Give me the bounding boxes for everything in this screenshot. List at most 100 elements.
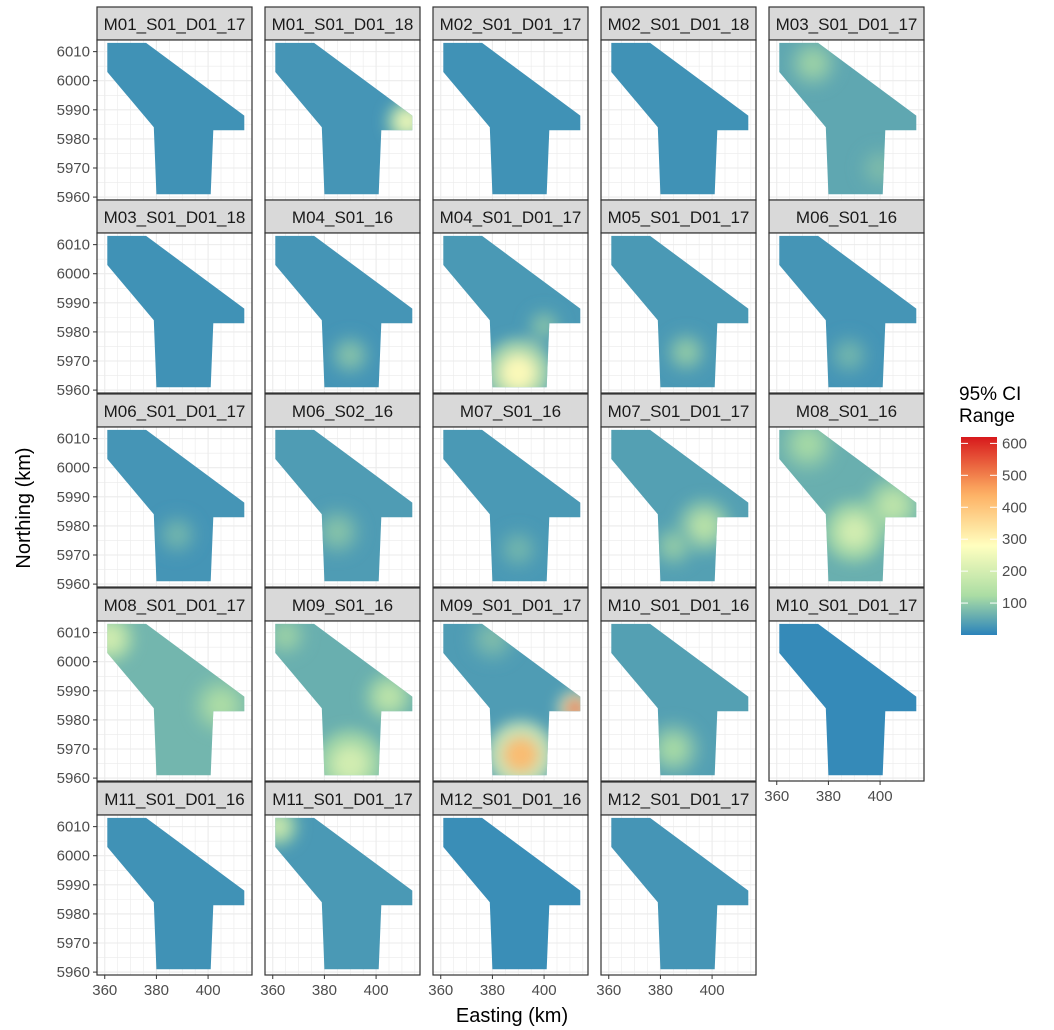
x-tick-label: 380 — [648, 982, 673, 999]
x-tick-label: 360 — [428, 982, 453, 999]
facet-panel: M12_S01_D01_17 360 380 400 — [596, 781, 757, 999]
facet-strip-label: M01_S01_D01_17 — [104, 15, 246, 34]
x-axis-title: Easting (km) — [456, 1005, 568, 1027]
legend-tick-label: 600 — [1002, 435, 1027, 452]
legend-tick: 400 — [961, 499, 1027, 516]
y-tick-label: 6000 — [57, 654, 90, 671]
y-axis: 5960 5970 5980 5990 6000 6010 — [57, 44, 97, 206]
y-axis-title: Northing (km) — [13, 447, 35, 568]
facet-panel: M02_S01_D01_18 — [600, 6, 757, 201]
heatmap-hotspot — [324, 519, 350, 545]
facet-strip-label: M11_S01_D01_17 — [272, 790, 413, 809]
facet-panel: M09_S01_D01_17 — [432, 587, 589, 782]
legend-title-line-1: 95% CI — [959, 384, 1021, 405]
y-tick-label: 5960 — [57, 770, 90, 787]
x-axis: 360 380 400 — [92, 975, 221, 999]
heatmap-hotspot — [675, 341, 698, 364]
facet-strip-label: M05_S01_D01_17 — [608, 208, 750, 227]
heatmap-hotspot — [535, 317, 554, 336]
y-tick-label: 5970 — [57, 741, 90, 758]
facet-strip-label: M02_S01_D01_17 — [440, 15, 582, 34]
panel-border — [432, 814, 589, 976]
y-tick-label: 6000 — [57, 266, 90, 283]
x-tick-label: 360 — [260, 982, 285, 999]
y-axis: 5960 5970 5980 5990 6000 6010 — [57, 819, 97, 981]
heatmap-hotspot — [332, 745, 369, 776]
heatmap-hotspot — [275, 817, 289, 838]
y-tick-label: 5960 — [57, 576, 90, 593]
facet-strip-label: M06_S01_D01_17 — [104, 402, 246, 421]
facet-panel: M04_S01_D01_17 — [432, 199, 589, 394]
facet-panel: M05_S01_D01_17 — [600, 199, 757, 394]
heatmap-hotspot — [878, 491, 908, 521]
facet-strip-label: M09_S01_16 — [292, 596, 393, 615]
y-tick-label: 5990 — [57, 683, 90, 700]
facet-strip — [768, 6, 925, 41]
heatmap-hotspot — [689, 511, 719, 541]
x-tick-label: 360 — [596, 982, 621, 999]
heatmap-hotspot — [502, 736, 539, 773]
facet-panel: M07_S01_16 — [432, 393, 589, 588]
heatmap-hotspots — [313, 508, 361, 556]
facet-strip-label: M08_S01_D01_17 — [104, 596, 246, 615]
heatmap-hotspots — [156, 514, 198, 555]
facet-strip-label: M06_S02_16 — [292, 402, 393, 421]
panel-border — [768, 232, 925, 394]
y-tick-label: 5980 — [57, 324, 90, 341]
x-axis: 360 380 400 — [596, 975, 725, 999]
facet-panel: M06_S01_D01_17 5960 5970 5980 5990 6000 6010 — [57, 393, 253, 593]
facet-plot-area — [432, 39, 589, 201]
facet-strip — [600, 781, 757, 816]
facet-plot-area: 360 380 400 — [260, 814, 421, 999]
panel-border — [264, 426, 421, 588]
y-tick-label: 5980 — [57, 712, 90, 729]
heatmap-hotspots — [275, 623, 413, 776]
x-axis: 360 380 400 — [428, 975, 557, 999]
legend-tick-label: 500 — [1002, 467, 1027, 484]
facet-strip-label: M04_S01_D01_17 — [440, 208, 582, 227]
panel-border — [768, 620, 925, 782]
facet-panels: M01_S01_D01_17596059705980599060006010M0… — [57, 6, 925, 999]
x-tick-label: 380 — [816, 788, 841, 805]
y-axis: 5960 5970 5980 5990 6000 6010 — [57, 431, 97, 593]
panel-border — [600, 426, 757, 588]
y-tick-label: 5990 — [57, 877, 90, 894]
y-tick-label: 6000 — [57, 73, 90, 90]
heatmap-hotspot — [376, 683, 402, 710]
panel-border — [600, 814, 757, 976]
facet-plot-area: 5960 5970 5980 5990 6000 6010 — [57, 232, 253, 399]
facet-strip — [96, 393, 253, 428]
facet-plot-area — [432, 620, 589, 782]
y-tick-label: 6010 — [57, 431, 90, 448]
x-tick-label: 400 — [196, 982, 221, 999]
heatmap-hotspot — [793, 429, 823, 459]
heatmap-hotspot — [275, 624, 297, 647]
color-legend: 95% CI Range 100 200 300 400 500 600 — [959, 384, 1027, 635]
facet-strip-label: M11_S01_D01_16 — [104, 790, 245, 809]
heatmap-hotspot — [837, 515, 871, 549]
facet-plot-area — [432, 426, 589, 588]
facet-strip — [432, 781, 589, 816]
facet-plot-area — [264, 232, 421, 394]
axis-titles: Easting (km) Northing (km) — [13, 447, 568, 1027]
facet-panel: M03_S01_D01_18 5960 5970 5980 5990 6000 6010 — [57, 199, 253, 399]
facet-plot-area — [600, 232, 757, 394]
panel-border — [96, 814, 253, 976]
y-tick-label: 5960 — [57, 189, 90, 206]
facet-strip — [600, 587, 757, 622]
panel-border — [96, 426, 253, 588]
panel-border — [96, 620, 253, 782]
facet-strip — [264, 199, 421, 234]
facet-panel: M01_S01_D01_17 5960 5970 5980 5990 6000 6010 — [57, 6, 253, 206]
facet-strip — [264, 393, 421, 428]
facet-strip — [264, 781, 421, 816]
heatmap-hotspot — [166, 523, 188, 546]
legend-tick: 100 — [961, 595, 1027, 612]
legend-tick-label: 100 — [1002, 595, 1027, 612]
x-tick-label: 360 — [92, 982, 117, 999]
panel-border — [264, 232, 421, 394]
panel-border — [600, 620, 757, 782]
facet-strip — [600, 6, 757, 41]
x-tick-label: 380 — [144, 982, 169, 999]
